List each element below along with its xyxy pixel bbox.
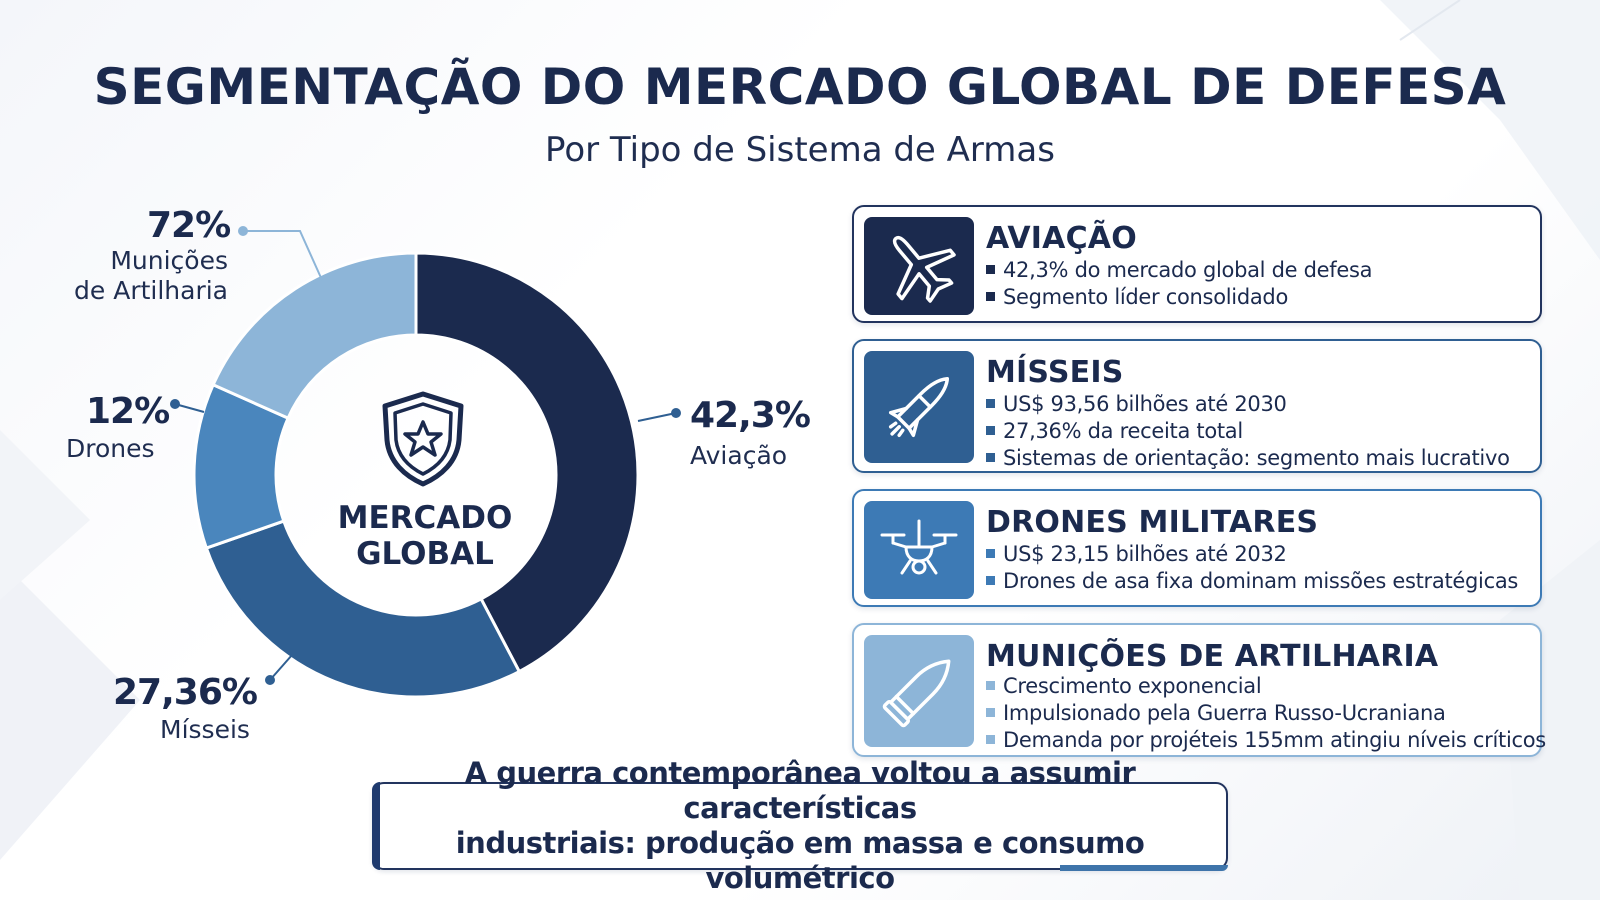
card-aviacao-list: 42,3% do mercado global de defesa Segmen… (986, 257, 1372, 311)
quote-accent-left (372, 782, 380, 870)
donut-slice-mísseis (204, 519, 522, 699)
leader-line-drones (174, 403, 205, 413)
donut-center-label: MERCADO GLOBAL (320, 500, 530, 572)
card-misseis: MÍSSEIS US$ 93,56 bilhões até 2030 27,36… (852, 339, 1542, 473)
list-item: Drones de asa fixa dominam missões estra… (986, 568, 1518, 595)
list-item: US$ 93,56 bilhões até 2030 (986, 391, 1510, 418)
center-line-1: MERCADO (337, 500, 513, 536)
donut-chart (170, 226, 681, 699)
list-item: Sistemas de orientação: segmento mais lu… (986, 445, 1510, 472)
card-aviacao-title: AVIAÇÃO (986, 221, 1137, 256)
quote-box: A guerra contemporânea voltou a assumir … (372, 756, 1228, 895)
page-title: SEGMENTAÇÃO DO MERCADO GLOBAL DE DEFESA (93, 58, 1507, 116)
donut-slices (192, 251, 640, 699)
label-misseis-pct: 27,36% (113, 672, 258, 713)
shield-star-icon (382, 391, 464, 487)
list-item: Crescimento exponencial (986, 673, 1546, 700)
label-drones-pct: 12% (86, 391, 170, 432)
leader-line-municoes (243, 230, 323, 281)
card-municoes-title: MUNIÇÕES DE ARTILHARIA (986, 639, 1439, 674)
missile-icon (864, 351, 974, 463)
card-drones-list: US$ 23,15 bilhões até 2032 Drones de asa… (986, 541, 1518, 595)
quote-accent-bottom (1060, 865, 1228, 871)
quote-line-2: industriais: produção em massa e consumo… (455, 826, 1145, 895)
card-drones: DRONES MILITARES US$ 23,15 bilhões até 2… (852, 489, 1542, 607)
list-item: US$ 23,15 bilhões até 2032 (986, 541, 1518, 568)
leader-lines (170, 226, 681, 685)
list-item: 27,36% da receita total (986, 418, 1510, 445)
leader-line-aviacao (637, 412, 677, 422)
label-drones-name: Drones (66, 434, 155, 463)
list-item: Demanda por projéteis 155mm atingiu níve… (986, 727, 1546, 754)
leader-line-misseis (269, 654, 293, 681)
label-municoes-name-2: de Artilharia (74, 276, 228, 305)
artillery-shell-icon (864, 635, 974, 747)
center-line-2: GLOBAL (356, 536, 494, 572)
list-item: Segmento líder consolidado (986, 284, 1372, 311)
card-municoes-list: Crescimento exponencial Impulsionado pel… (986, 673, 1546, 754)
donut-slice-munições-de-artilharia (211, 251, 418, 421)
quote-line-1: A guerra contemporânea voltou a assumir … (464, 756, 1136, 825)
drone-icon (864, 501, 974, 599)
label-aviacao-pct: 42,3% (690, 395, 811, 436)
leader-dot-drones (170, 399, 180, 409)
airplane-icon (864, 217, 974, 315)
list-item: Impulsionado pela Guerra Russo-Ucraniana (986, 700, 1546, 727)
label-municoes-name-1: Munições (110, 246, 228, 275)
list-item: 42,3% do mercado global de defesa (986, 257, 1372, 284)
leader-dot-municoes (238, 226, 248, 236)
card-misseis-list: US$ 93,56 bilhões até 2030 27,36% da rec… (986, 391, 1510, 472)
leader-dot-aviacao (671, 408, 681, 418)
leader-dot-misseis (265, 675, 275, 685)
card-municoes: MUNIÇÕES DE ARTILHARIA Crescimento expon… (852, 623, 1546, 757)
page-subtitle: Por Tipo de Sistema de Armas (545, 130, 1055, 170)
label-misseis-name: Mísseis (160, 715, 250, 744)
card-misseis-title: MÍSSEIS (986, 355, 1124, 390)
donut-slice-aviação (414, 251, 640, 674)
label-municoes-pct: 72% (147, 205, 231, 246)
label-aviacao-name: Aviação (690, 441, 788, 470)
card-drones-title: DRONES MILITARES (986, 505, 1319, 540)
card-aviacao: AVIAÇÃO 42,3% do mercado global de defes… (852, 205, 1542, 323)
